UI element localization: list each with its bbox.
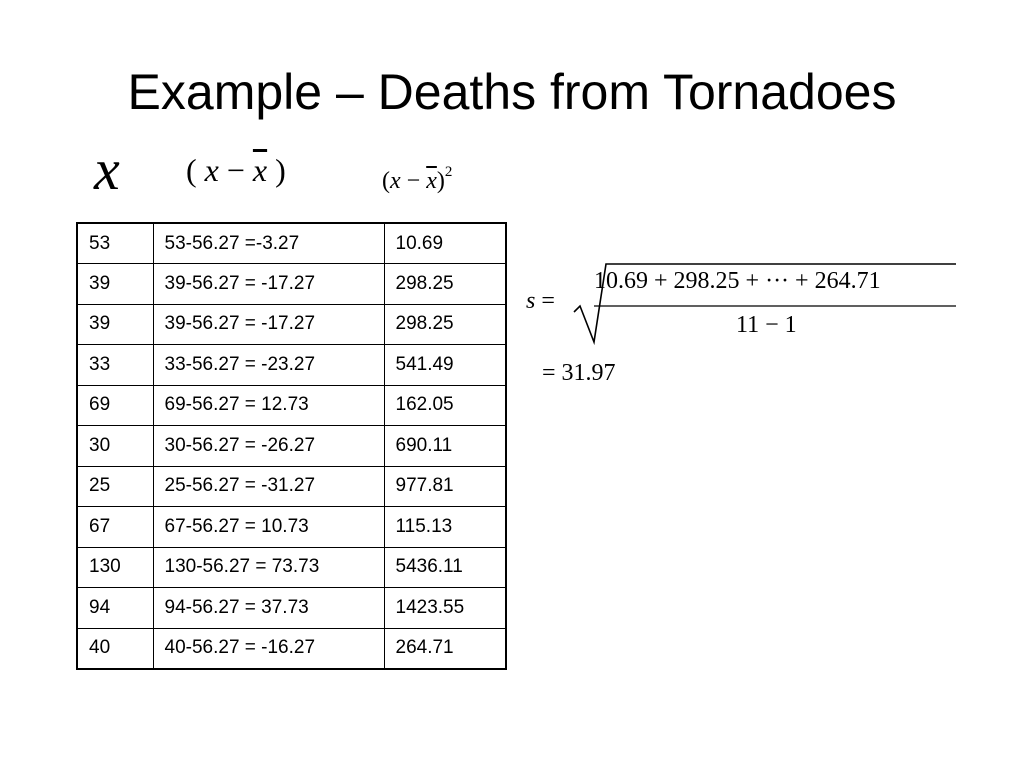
table-row: 53 53-56.27 =-3.27 10.69 — [76, 222, 507, 264]
formula-numerator: 10.69 + 298.25 + ··· + 264.71 — [594, 268, 881, 294]
table-row: 40 40-56.27 = -16.27 264.71 — [76, 627, 507, 669]
table-row: 33 33-56.27 = -23.27 541.49 — [76, 344, 507, 386]
var-s: s — [526, 288, 536, 314]
cell-squared: 162.05 — [383, 384, 507, 426]
cell-deviation: 67-56.27 = 10.73 — [152, 506, 385, 548]
cell-x: 30 — [76, 425, 154, 467]
cell-deviation: 39-56.27 = -17.27 — [152, 263, 385, 305]
paren-close: ) — [436, 168, 445, 194]
cell-deviation: 53-56.27 =-3.27 — [152, 222, 385, 264]
cell-deviation: 39-56.27 = -17.27 — [152, 303, 385, 345]
paren-open: ( — [186, 152, 205, 188]
std-dev-formula: s = 10.69 + 298.25 + ··· + 264.71 11 − 1 — [526, 262, 966, 352]
cell-squared: 541.49 — [383, 344, 507, 386]
cell-deviation: 40-56.27 = -16.27 — [152, 627, 385, 669]
cell-deviation: 130-56.27 = 73.73 — [152, 546, 385, 588]
cell-squared: 115.13 — [383, 506, 507, 548]
table-row: 25 25-56.27 = -31.27 977.81 — [76, 465, 507, 507]
table-row: 130 130-56.27 = 73.73 5436.11 — [76, 546, 507, 588]
var-x-bar: x — [252, 152, 268, 188]
minus-sign: − — [218, 152, 253, 188]
cell-squared: 5436.11 — [383, 546, 507, 588]
cell-x: 94 — [76, 587, 154, 629]
cell-squared: 264.71 — [383, 627, 507, 669]
table-row: 39 39-56.27 = -17.27 298.25 — [76, 263, 507, 305]
cell-x: 33 — [76, 344, 154, 386]
cell-x: 40 — [76, 627, 154, 669]
data-table: 53 53-56.27 =-3.27 10.69 39 39-56.27 = -17.2… — [76, 222, 507, 670]
paren-close: ) — [267, 152, 286, 188]
equals-sign: = — [535, 288, 555, 314]
exponent: 2 — [444, 164, 453, 180]
table-row: 30 30-56.27 = -26.27 690.11 — [76, 425, 507, 467]
cell-x: 39 — [76, 303, 154, 345]
formula-denominator: 11 − 1 — [736, 312, 797, 338]
cell-squared: 298.25 — [383, 303, 507, 345]
table-body: 53 53-56.27 =-3.27 10.69 39 39-56.27 = -17.2… — [76, 222, 507, 669]
var-x-bar: x — [426, 168, 437, 194]
cell-x: 69 — [76, 384, 154, 426]
cell-deviation: 69-56.27 = 12.73 — [152, 384, 385, 426]
formula-lhs: s = — [526, 288, 555, 315]
paren-open: ( — [382, 168, 390, 194]
cell-deviation: 25-56.27 = -31.27 — [152, 465, 385, 507]
cell-x: 25 — [76, 465, 154, 507]
column-header-squared: (x − x)2 — [382, 156, 452, 197]
cell-deviation: 94-56.27 = 37.73 — [152, 587, 385, 629]
var-x: x — [204, 152, 219, 188]
table-row: 69 69-56.27 = 12.73 162.05 — [76, 384, 507, 426]
cell-squared: 1423.55 — [383, 587, 507, 629]
formula-result: = 31.97 — [542, 360, 616, 386]
table-row: 39 39-56.27 = -17.27 298.25 — [76, 303, 507, 345]
square-root-icon — [573, 263, 956, 346]
cell-x: 39 — [76, 263, 154, 305]
table-row: 94 94-56.27 = 37.73 1423.55 — [76, 587, 507, 629]
column-header-deviation: ( x − x ) — [186, 150, 286, 190]
column-header-x: x — [94, 137, 120, 202]
slide-title: Example – Deaths from Tornadoes — [127, 64, 897, 120]
cell-deviation: 33-56.27 = -23.27 — [152, 344, 385, 386]
cell-squared: 977.81 — [383, 465, 507, 507]
cell-x: 130 — [76, 546, 154, 588]
table-row: 67 67-56.27 = 10.73 115.13 — [76, 506, 507, 548]
cell-squared: 690.11 — [383, 425, 507, 467]
minus-sign: − — [400, 168, 427, 194]
cell-x: 67 — [76, 506, 154, 548]
var-x: x — [390, 168, 401, 194]
cell-squared: 10.69 — [383, 222, 507, 264]
cell-squared: 298.25 — [383, 263, 507, 305]
cell-deviation: 30-56.27 = -26.27 — [152, 425, 385, 467]
cell-x: 53 — [76, 222, 154, 264]
